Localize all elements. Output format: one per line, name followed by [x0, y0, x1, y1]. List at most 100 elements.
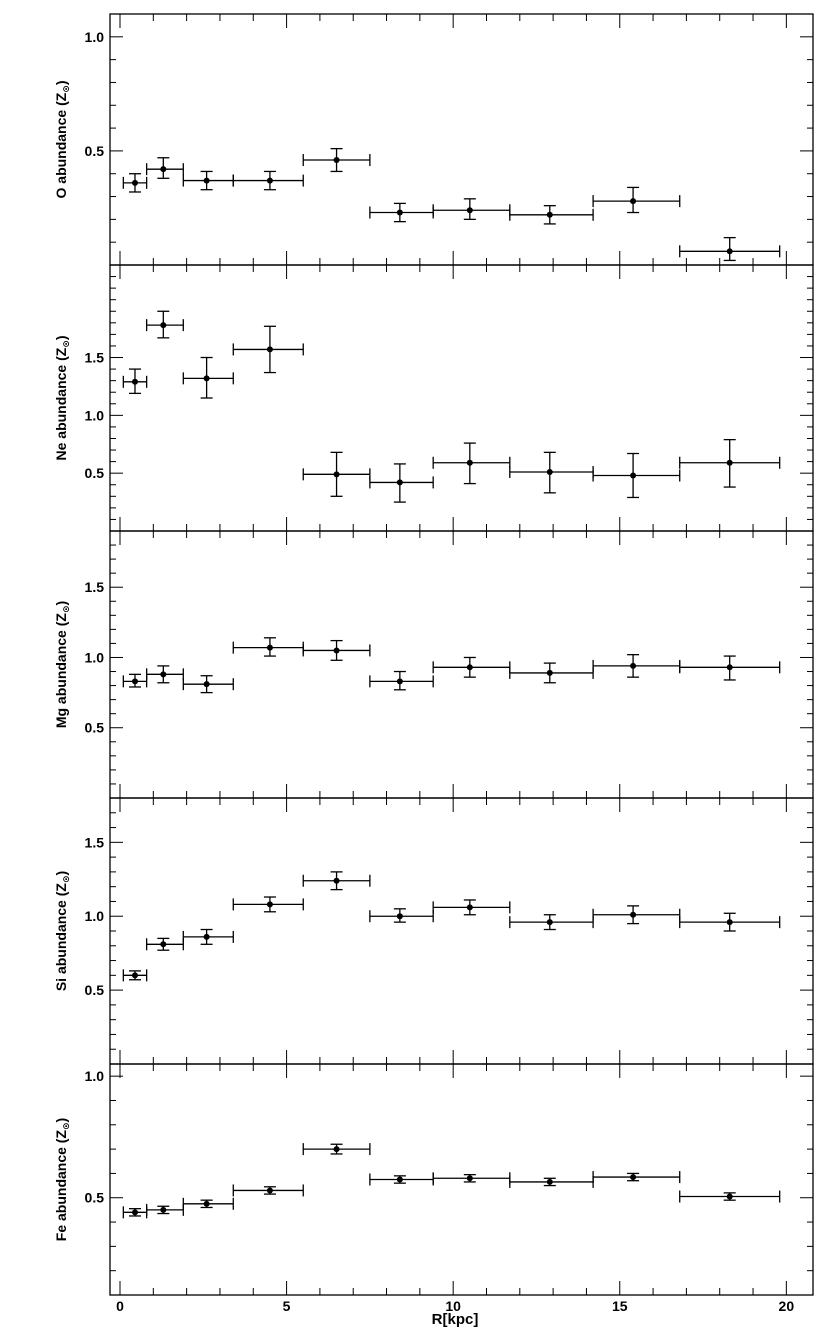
data-marker: [466, 1175, 473, 1182]
data-marker: [266, 346, 273, 353]
data-point: [232, 1184, 304, 1197]
panel-frame: [109, 1063, 814, 1296]
data-point: [509, 205, 594, 225]
data-point: [232, 325, 304, 374]
data-marker: [203, 681, 210, 688]
x-tick-label: 0: [116, 1298, 124, 1314]
data-point: [122, 368, 148, 395]
y-axis-label: Mg abundance (Z⊙): [53, 601, 72, 728]
data-point: [592, 654, 681, 678]
data-marker: [726, 664, 733, 671]
data-point: [369, 908, 434, 923]
data-point: [432, 899, 511, 916]
y-tick-label: 1.0: [85, 908, 105, 924]
data-point: [302, 871, 371, 891]
data-marker: [131, 972, 138, 979]
data-point: [145, 1203, 184, 1216]
data-marker: [466, 904, 473, 911]
data-marker: [131, 678, 138, 685]
data-point: [232, 170, 304, 191]
data-point: [679, 1190, 781, 1203]
data-point: [302, 451, 371, 497]
data-marker: [396, 1176, 403, 1183]
y-tick-label: 0.5: [85, 143, 105, 159]
data-marker: [726, 919, 733, 926]
data-marker: [466, 459, 473, 466]
data-marker: [203, 177, 210, 184]
data-marker: [131, 179, 138, 186]
data-marker: [630, 198, 637, 205]
data-marker: [333, 647, 340, 654]
y-tick-label: 1.5: [85, 834, 105, 850]
data-point: [182, 1197, 234, 1210]
data-point: [122, 969, 148, 982]
data-point: [432, 656, 511, 678]
data-marker: [160, 1206, 167, 1213]
panel-ne: 0.5 1.0 1.5 Ne abundance (Z⊙): [53, 264, 814, 532]
x-tick-label: 15: [612, 1298, 628, 1314]
panel-frame: [109, 797, 814, 1065]
data-point: [145, 665, 184, 684]
data-marker: [131, 1209, 138, 1216]
data-marker: [726, 248, 733, 255]
data-marker: [466, 207, 473, 214]
data-point: [509, 914, 594, 931]
data-point: [182, 675, 234, 694]
data-point: [302, 639, 371, 661]
data-marker: [396, 209, 403, 216]
y-tick-label: 0.5: [85, 982, 105, 998]
data-marker: [630, 662, 637, 669]
data-marker: [546, 919, 553, 926]
data-marker: [203, 1200, 210, 1207]
data-point: [592, 905, 681, 925]
data-marker: [333, 471, 340, 478]
data-point: [432, 198, 511, 221]
panel-si: 0.5 1.0 1.5 Si abundance (Z⊙): [53, 797, 814, 1065]
x-axis: R[kpc] 0 5 10 15 20: [116, 1298, 794, 1328]
data-point: [432, 1172, 511, 1185]
x-tick-label: 20: [779, 1298, 795, 1314]
data-marker: [396, 678, 403, 685]
y-tick-label: 0.5: [85, 720, 105, 736]
y-tick-label: 1.0: [85, 649, 105, 665]
panel-o: 0.5 1.0 O abundance (Z⊙): [53, 13, 814, 266]
data-marker: [396, 479, 403, 486]
x-tick-label: 10: [445, 1298, 461, 1314]
data-marker: [203, 933, 210, 940]
data-point: [232, 896, 304, 913]
data-marker: [726, 1193, 733, 1200]
y-tick-label: 1.0: [85, 29, 105, 45]
data-marker: [630, 1174, 637, 1181]
data-marker: [726, 459, 733, 466]
data-point: [145, 157, 184, 179]
data-point: [369, 1173, 434, 1186]
data-marker: [546, 1178, 553, 1185]
data-marker: [160, 166, 167, 173]
panel-frame: [109, 530, 814, 799]
data-marker: [466, 664, 473, 671]
data-marker: [131, 378, 138, 385]
data-point: [232, 637, 304, 657]
data-point: [592, 452, 681, 499]
data-point: [509, 662, 594, 684]
y-axis-label: Ne abundance (Z⊙): [53, 335, 72, 460]
y-tick-label: 0.5: [85, 1190, 105, 1206]
data-point: [182, 356, 234, 399]
data-point: [302, 147, 371, 173]
data-marker: [333, 157, 340, 164]
panel-frame: [109, 264, 814, 532]
data-point: [369, 670, 434, 691]
data-marker: [160, 671, 167, 678]
x-tick-label: 5: [283, 1298, 291, 1314]
data-marker: [266, 177, 273, 184]
data-marker: [203, 375, 210, 382]
data-marker: [630, 472, 637, 479]
y-tick-label: 1.5: [85, 350, 105, 366]
data-point: [145, 937, 184, 951]
data-marker: [546, 669, 553, 676]
data-point: [182, 928, 234, 945]
y-tick-label: 1.5: [85, 579, 105, 595]
data-point: [679, 236, 781, 262]
data-marker: [160, 941, 167, 948]
